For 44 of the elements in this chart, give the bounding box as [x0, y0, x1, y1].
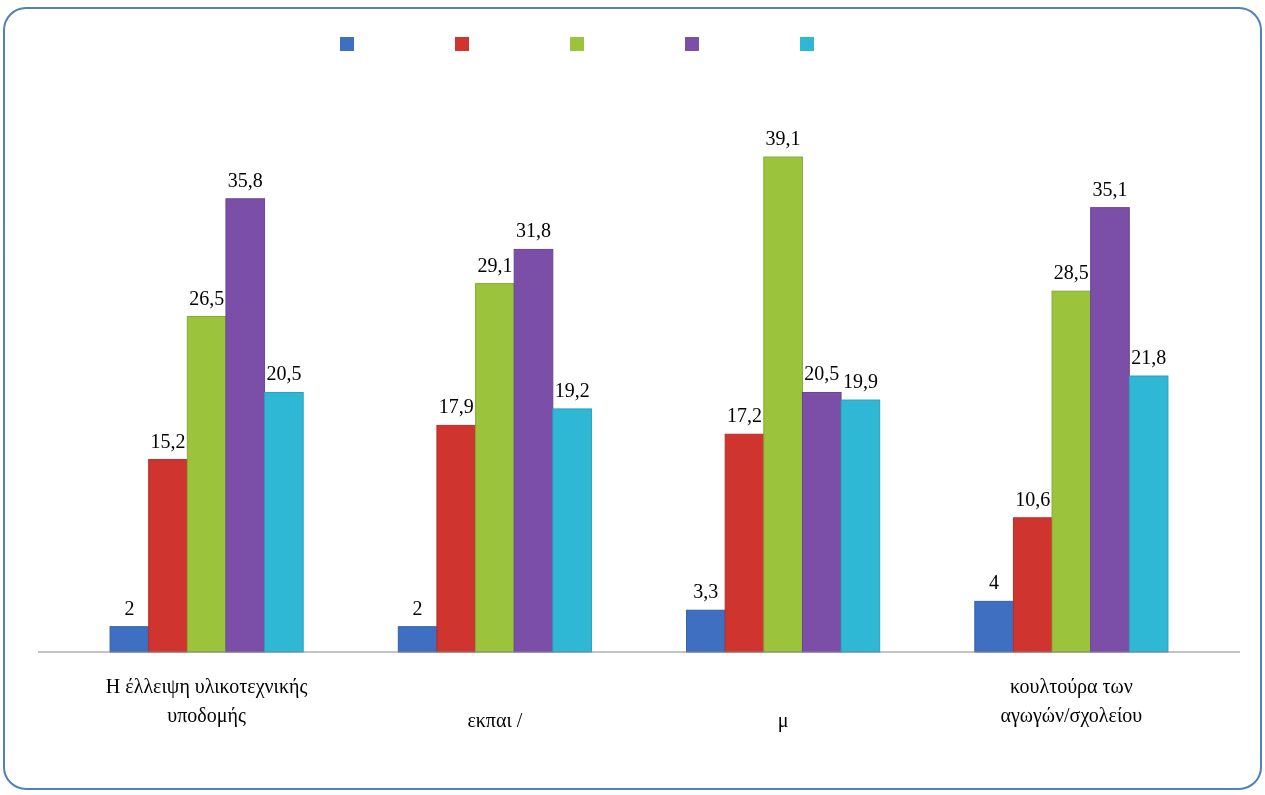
- bar: [513, 248, 554, 653]
- data-label: 19,9: [842, 370, 878, 393]
- data-label: 21,8: [1131, 346, 1167, 369]
- data-label: 28,5: [1053, 261, 1089, 284]
- data-label: 35,8: [227, 168, 263, 191]
- bar: [148, 459, 188, 653]
- x-tick-label: Η έλλειψη υλικοτεχνικής υποδομής: [105, 675, 308, 727]
- x-tick-label: κουλτούρα των αγωγών/σχολείου: [1000, 675, 1143, 727]
- bar: [974, 600, 1014, 653]
- bar: [1012, 517, 1053, 653]
- bar: [225, 198, 266, 653]
- data-label: 20,5: [804, 362, 840, 385]
- x-tick-label: εκπαι /: [467, 709, 523, 731]
- bar: [109, 626, 150, 653]
- data-label: 29,1: [477, 253, 513, 276]
- data-label: 4: [989, 571, 1000, 594]
- bar: [1128, 375, 1169, 653]
- bar: [475, 283, 515, 653]
- x-tick-label: μ: [777, 709, 789, 732]
- bar: [801, 391, 842, 653]
- data-label: 2: [124, 596, 135, 619]
- bar: [1051, 290, 1092, 653]
- data-label: 15,2: [150, 429, 186, 452]
- data-label: 2: [412, 596, 423, 619]
- data-label: 17,2: [727, 404, 762, 427]
- bar: [552, 408, 592, 653]
- bar: [1090, 207, 1130, 653]
- data-label: 10,6: [1015, 487, 1051, 510]
- bar: [397, 626, 438, 653]
- data-label: 35,1: [1092, 177, 1128, 200]
- bar: [686, 609, 726, 653]
- bar: [264, 391, 304, 653]
- bar: [436, 424, 477, 653]
- data-label: 20,5: [266, 362, 302, 385]
- bar: [186, 316, 227, 653]
- data-label: 31,8: [516, 219, 551, 242]
- bar: [724, 433, 765, 653]
- data-label: 26,5: [189, 286, 225, 309]
- bar: [840, 399, 881, 653]
- data-label: 39,1: [765, 127, 801, 149]
- data-label: 19,2: [554, 378, 590, 401]
- bar: [763, 156, 803, 653]
- data-label: 17,9: [438, 395, 474, 418]
- data-label: 3,3: [693, 580, 719, 603]
